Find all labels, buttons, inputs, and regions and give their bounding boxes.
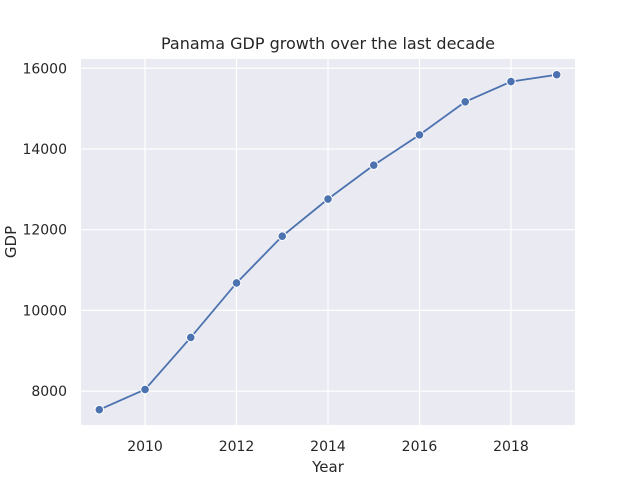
- x-tick-label: 2010: [127, 439, 163, 455]
- y-tick-label: 16000: [22, 61, 67, 77]
- chart-title: Panama GDP growth over the last decade: [161, 34, 495, 53]
- y-tick-label: 8000: [31, 384, 67, 400]
- tick-labels: 2010 2012 2014 2016 2018 8000 10000 12000 14000 1…: [22, 61, 528, 455]
- data-point: [94, 404, 105, 415]
- data-point: [460, 96, 471, 107]
- data-point: [140, 384, 150, 395]
- data-points: [94, 69, 562, 415]
- x-tick-label: 2016: [402, 439, 438, 455]
- data-point: [231, 278, 242, 288]
- x-tick-label: 2018: [493, 439, 529, 455]
- data-point: [506, 76, 516, 87]
- y-axis-label: GDP: [2, 226, 20, 258]
- y-tick-label: 12000: [22, 223, 67, 239]
- x-tick-label: 2012: [219, 439, 255, 455]
- y-tick-label: 14000: [22, 142, 67, 158]
- grid: [81, 59, 575, 425]
- y-tick-label: 10000: [22, 303, 67, 319]
- data-point: [551, 69, 562, 80]
- x-axis-label: Year: [311, 458, 345, 476]
- x-tick-label: 2014: [310, 439, 346, 455]
- data-point: [368, 160, 379, 170]
- data-point: [414, 130, 425, 140]
- data-point: [185, 332, 196, 343]
- data-point: [277, 231, 288, 241]
- data-point: [323, 194, 333, 204]
